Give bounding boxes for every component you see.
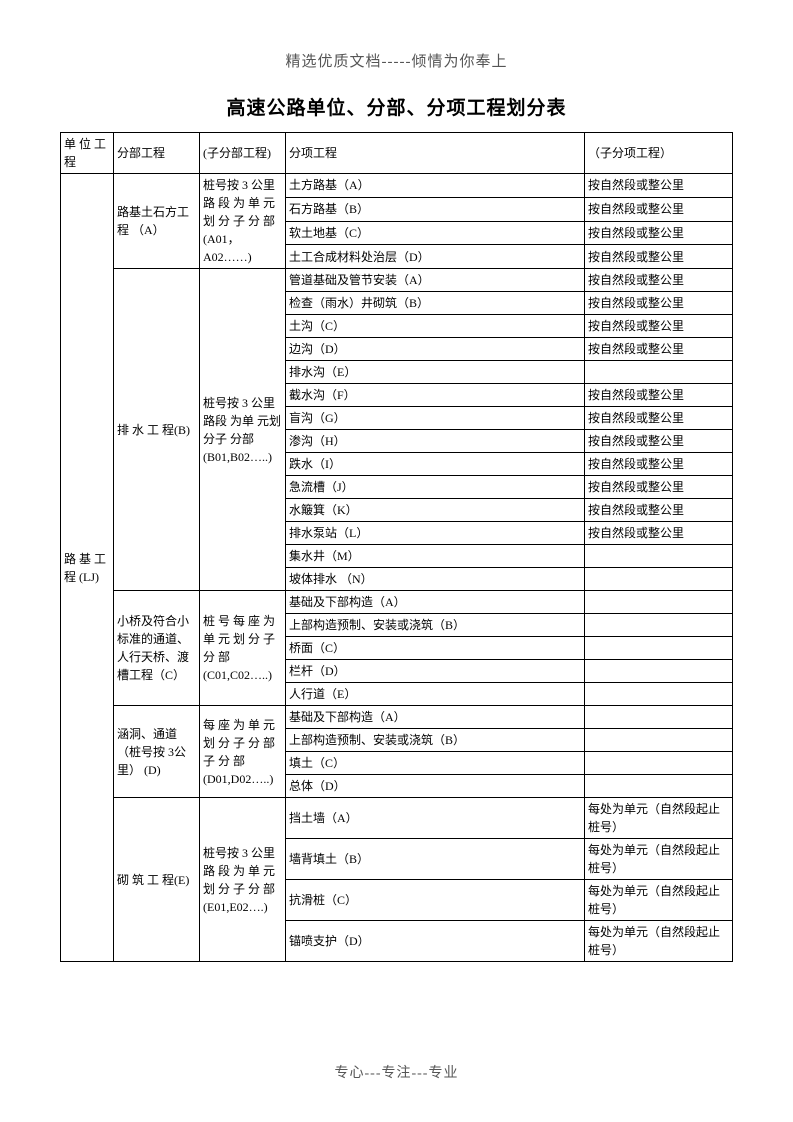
item-cell: 盲沟（G） — [286, 407, 585, 430]
subsection-cell: 桩号按 3 公里路 段 为 单 元划 分 子 分 部(E01,E02….) — [200, 798, 286, 962]
subitem-cell — [585, 729, 733, 752]
subitem-cell — [585, 614, 733, 637]
item-cell: 管道基础及管节安装（A） — [286, 269, 585, 292]
subitem-cell: 按自然段或整公里 — [585, 292, 733, 315]
subitem-cell: 按自然段或整公里 — [585, 407, 733, 430]
subitem-cell: 按自然段或整公里 — [585, 269, 733, 292]
table-row: 路 基 工程 (LJ) 路基土石方工程 （A） 桩号按 3 公里路 段 为 单 … — [61, 174, 733, 198]
subitem-cell: 按自然段或整公里 — [585, 453, 733, 476]
table-header-row: 单 位 工程 分部工程 (子分部工程) 分项工程 （子分项工程） — [61, 133, 733, 174]
subitem-cell — [585, 683, 733, 706]
item-cell: 排水泵站（L） — [286, 522, 585, 545]
subitem-cell — [585, 591, 733, 614]
subitem-cell: 按自然段或整公里 — [585, 338, 733, 361]
item-cell: 软土地基（C） — [286, 221, 585, 245]
item-cell: 急流槽（J） — [286, 476, 585, 499]
item-cell: 渗沟（H） — [286, 430, 585, 453]
section-cell: 小桥及符合小标准的通道、人行天桥、渡槽工程（C） — [114, 591, 200, 706]
subitem-cell: 每处为单元（自然段起止桩号） — [585, 880, 733, 921]
col-header-subitem: （子分项工程） — [585, 133, 733, 174]
project-division-table: 单 位 工程 分部工程 (子分部工程) 分项工程 （子分项工程） 路 基 工程 … — [60, 132, 733, 962]
subsection-cell: 桩 号 每 座 为单 元 划 分 子分 部(C01,C02…..) — [200, 591, 286, 706]
col-header-item: 分项工程 — [286, 133, 585, 174]
item-cell: 栏杆（D） — [286, 660, 585, 683]
subitem-cell: 按自然段或整公里 — [585, 315, 733, 338]
item-cell: 水簸箕（K） — [286, 499, 585, 522]
item-cell: 边沟（D） — [286, 338, 585, 361]
subitem-cell: 按自然段或整公里 — [585, 499, 733, 522]
subitem-cell: 按自然段或整公里 — [585, 221, 733, 245]
item-cell: 坡体排水 （N） — [286, 568, 585, 591]
subitem-cell: 按自然段或整公里 — [585, 197, 733, 221]
item-cell: 锚喷支护（D） — [286, 921, 585, 962]
subitem-cell — [585, 545, 733, 568]
subitem-cell — [585, 637, 733, 660]
subitem-cell: 按自然段或整公里 — [585, 522, 733, 545]
table-row: 排 水 工 程(B) 桩号按 3 公里路段 为单 元划 分子 分部(B01,B0… — [61, 269, 733, 292]
item-cell: 桥面（C） — [286, 637, 585, 660]
item-cell: 人行道（E） — [286, 683, 585, 706]
page-header: 精选优质文档-----倾情为你奉上 — [60, 50, 733, 71]
subsection-cell: 桩号按 3 公里路段 为单 元划 分子 分部(B01,B02…..) — [200, 269, 286, 591]
item-cell: 检查（雨水）井砌筑（B） — [286, 292, 585, 315]
subitem-cell: 每处为单元（自然段起止桩号） — [585, 798, 733, 839]
table-row: 小桥及符合小标准的通道、人行天桥、渡槽工程（C） 桩 号 每 座 为单 元 划 … — [61, 591, 733, 614]
table-row: 砌 筑 工 程(E) 桩号按 3 公里路 段 为 单 元划 分 子 分 部(E0… — [61, 798, 733, 839]
subitem-cell: 按自然段或整公里 — [585, 245, 733, 269]
item-cell: 跌水（I） — [286, 453, 585, 476]
document-title: 高速公路单位、分部、分项工程划分表 — [60, 93, 733, 120]
item-cell: 土沟（C） — [286, 315, 585, 338]
subitem-cell: 每处为单元（自然段起止桩号） — [585, 839, 733, 880]
section-cell: 排 水 工 程(B) — [114, 269, 200, 591]
page-footer: 专心---专注---专业 — [0, 1062, 793, 1082]
subitem-cell: 按自然段或整公里 — [585, 384, 733, 407]
item-cell: 基础及下部构造（A） — [286, 591, 585, 614]
item-cell: 排水沟（E） — [286, 361, 585, 384]
subitem-cell: 按自然段或整公里 — [585, 476, 733, 499]
item-cell: 土工合成材料处治层（D） — [286, 245, 585, 269]
subsection-cell: 每 座 为 单 元划 分 子 分 部子 分 部(D01,D02…..) — [200, 706, 286, 798]
subsection-cell: 桩号按 3 公里路 段 为 单 元划 分 子 分 部(A01，A02……) — [200, 174, 286, 269]
subitem-cell: 按自然段或整公里 — [585, 174, 733, 198]
item-cell: 集水井（M） — [286, 545, 585, 568]
unit-cell: 路 基 工程 (LJ) — [61, 174, 114, 962]
subitem-cell — [585, 752, 733, 775]
table-row: 涵洞、通道（桩号按 3公里） (D) 每 座 为 单 元划 分 子 分 部子 分… — [61, 706, 733, 729]
subitem-cell — [585, 660, 733, 683]
section-cell: 路基土石方工程 （A） — [114, 174, 200, 269]
subitem-cell — [585, 706, 733, 729]
item-cell: 截水沟（F） — [286, 384, 585, 407]
item-cell: 上部构造预制、安装或浇筑（B） — [286, 614, 585, 637]
subitem-cell — [585, 361, 733, 384]
item-cell: 石方路基（B） — [286, 197, 585, 221]
item-cell: 挡土墙（A） — [286, 798, 585, 839]
subitem-cell: 按自然段或整公里 — [585, 430, 733, 453]
item-cell: 总体（D） — [286, 775, 585, 798]
col-header-unit: 单 位 工程 — [61, 133, 114, 174]
section-cell: 砌 筑 工 程(E) — [114, 798, 200, 962]
subitem-cell — [585, 568, 733, 591]
item-cell: 抗滑桩（C） — [286, 880, 585, 921]
col-header-section: 分部工程 — [114, 133, 200, 174]
item-cell: 基础及下部构造（A） — [286, 706, 585, 729]
subitem-cell — [585, 775, 733, 798]
item-cell: 填土（C） — [286, 752, 585, 775]
item-cell: 土方路基（A） — [286, 174, 585, 198]
item-cell: 墙背填土（B） — [286, 839, 585, 880]
subitem-cell: 每处为单元（自然段起止桩号） — [585, 921, 733, 962]
section-cell: 涵洞、通道（桩号按 3公里） (D) — [114, 706, 200, 798]
col-header-subsection: (子分部工程) — [200, 133, 286, 174]
item-cell: 上部构造预制、安装或浇筑（B） — [286, 729, 585, 752]
